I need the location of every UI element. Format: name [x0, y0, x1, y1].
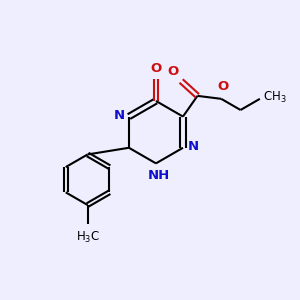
Text: NH: NH	[148, 169, 170, 182]
Text: O: O	[150, 62, 162, 75]
Text: N: N	[113, 109, 124, 122]
Text: H$_3$C: H$_3$C	[76, 230, 100, 245]
Text: CH$_3$: CH$_3$	[263, 90, 287, 105]
Text: N: N	[188, 140, 199, 153]
Text: O: O	[167, 65, 178, 78]
Text: O: O	[217, 80, 228, 94]
